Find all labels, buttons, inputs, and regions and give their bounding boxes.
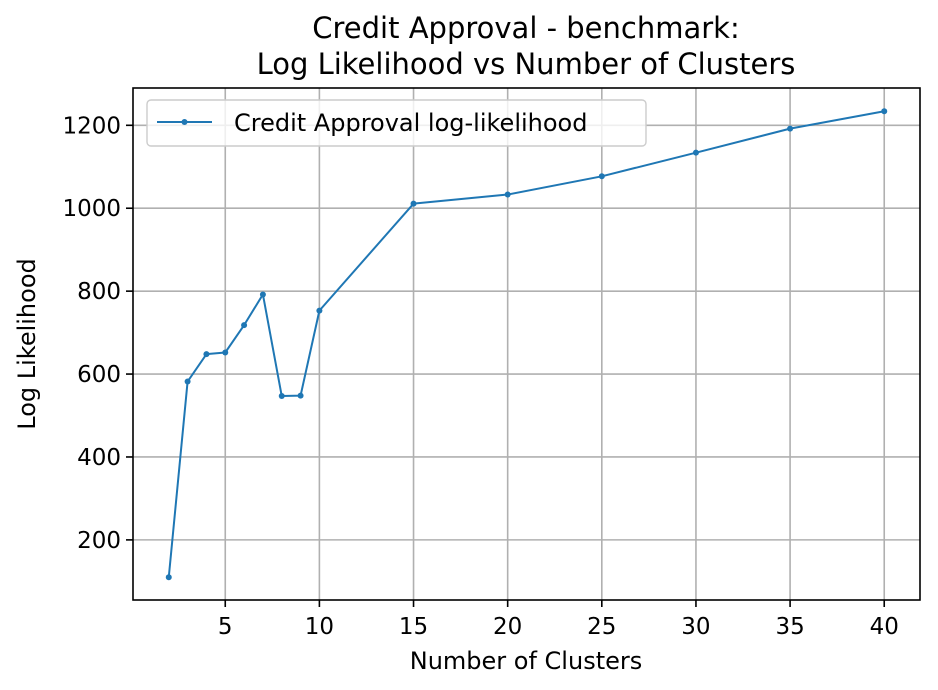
y-tick-label: 1000 (62, 196, 121, 222)
data-point (787, 125, 794, 132)
y-tick-label: 600 (77, 362, 121, 388)
data-point (316, 307, 323, 314)
legend: Credit Approval log-likelihood (146, 99, 647, 147)
legend-box (146, 99, 647, 147)
plot-frame (132, 87, 921, 601)
x-tick-label: 40 (870, 614, 899, 640)
data-point (881, 108, 888, 115)
data-point (598, 173, 605, 180)
y-tick-label: 1200 (62, 113, 121, 139)
x-tick-label: 15 (399, 614, 428, 640)
x-axis-label: Number of Clusters (410, 647, 643, 675)
data-point (241, 322, 248, 329)
data-point (278, 393, 285, 400)
legend-marker-swatch (181, 119, 188, 125)
data-point (297, 392, 304, 399)
grid-lines (133, 88, 920, 600)
x-tick-label: 25 (587, 614, 616, 640)
y-tick-label: 800 (77, 279, 121, 305)
axis-ticks: 5 10 15 20 25 30 35 40 200 400 600 800 1000 1200 (62, 113, 898, 640)
series-line (167, 110, 885, 578)
x-tick-label: 5 (218, 614, 233, 640)
chart-title-line-2: Log Likelihood vs Number of Clusters (257, 47, 796, 81)
x-tick-label: 20 (493, 614, 522, 640)
data-point (165, 574, 172, 581)
legend-label: Credit Approval log-likelihood (234, 109, 587, 137)
data-point (222, 349, 229, 356)
y-tick-label: 200 (77, 528, 121, 554)
x-tick-label: 30 (681, 614, 710, 640)
data-point (259, 291, 266, 298)
y-axis-label: Log Likelihood (13, 258, 41, 430)
data-point (692, 149, 699, 156)
data-point (504, 191, 511, 198)
chart-title-line-1: Credit Approval - benchmark: (312, 11, 739, 45)
data-point (203, 351, 210, 358)
x-tick-label: 35 (775, 614, 804, 640)
data-point (184, 378, 191, 385)
data-point (410, 200, 417, 207)
y-tick-label: 400 (77, 445, 121, 471)
data-series (165, 108, 888, 581)
x-tick-label: 10 (305, 614, 334, 640)
